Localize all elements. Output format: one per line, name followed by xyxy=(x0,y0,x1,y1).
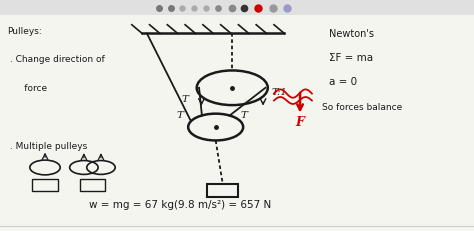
Text: a = 0: a = 0 xyxy=(329,77,357,87)
FancyBboxPatch shape xyxy=(0,0,474,15)
Text: force: force xyxy=(7,84,47,93)
Text: . Multiple pulleys: . Multiple pulleys xyxy=(7,142,87,151)
Text: Newton's: Newton's xyxy=(329,29,374,39)
Text: T: T xyxy=(241,111,248,120)
Text: T: T xyxy=(176,111,183,120)
Text: T: T xyxy=(182,95,188,104)
Bar xyxy=(207,184,238,197)
Text: w = mg = 67 kg(9.8 m/s²) = 657 N: w = mg = 67 kg(9.8 m/s²) = 657 N xyxy=(89,200,271,210)
Text: . Change direction of: . Change direction of xyxy=(7,55,105,64)
Text: T:1: T:1 xyxy=(272,88,287,97)
Text: Pulleys:: Pulleys: xyxy=(7,27,42,36)
Text: ΣF = ma: ΣF = ma xyxy=(329,53,374,63)
Text: F: F xyxy=(296,116,304,129)
Bar xyxy=(32,179,58,191)
Bar xyxy=(80,179,105,191)
Text: So forces balance: So forces balance xyxy=(322,103,402,112)
